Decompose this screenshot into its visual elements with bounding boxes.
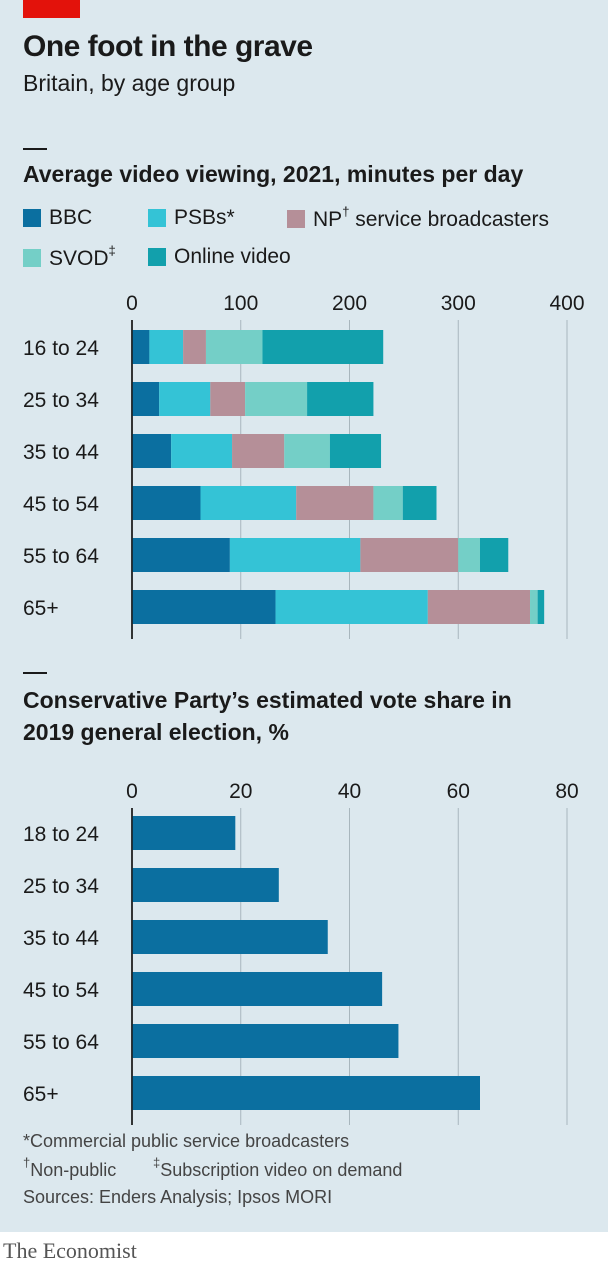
legend-item-online: Online video	[148, 245, 291, 269]
x-tick-label: 60	[447, 780, 470, 803]
y-category-label: 18 to 24	[23, 823, 99, 846]
x-tick-label: 100	[223, 292, 258, 315]
bar-segment	[159, 382, 211, 416]
x-tick-label: 80	[555, 780, 578, 803]
bar-segment	[205, 330, 263, 364]
y-category-label: 45 to 54	[23, 493, 99, 516]
bar-segment	[171, 434, 233, 468]
economist-logo: The Economist	[3, 1238, 137, 1263]
legend-swatch-psbs	[148, 209, 166, 227]
bar-segment	[232, 434, 285, 468]
footnote-non-public: †Non-public	[23, 1155, 117, 1180]
viewing-chart-title: Average video viewing, 2021, minutes per…	[23, 161, 524, 187]
legend-label-np: NP† service broadcasters	[313, 204, 550, 231]
bar	[132, 1024, 399, 1058]
bar-segment	[458, 538, 480, 572]
bar-segment	[183, 330, 206, 364]
bar-segment	[149, 330, 184, 364]
y-category-label: 25 to 34	[23, 875, 99, 898]
legend-swatch-bbc	[23, 209, 41, 227]
y-category-label: 65+	[23, 597, 59, 620]
bar-segment	[132, 538, 230, 572]
y-category-label: 45 to 54	[23, 979, 99, 1002]
bar	[132, 1076, 480, 1110]
bar-segment	[210, 382, 246, 416]
legend-label-online: Online video	[174, 245, 291, 268]
chart-main-title: One foot in the grave	[23, 30, 313, 63]
chart-subtitle: Britain, by age group	[23, 70, 236, 96]
bar-segment	[296, 486, 374, 520]
y-category-label: 55 to 64	[23, 1031, 99, 1054]
bar-segment	[132, 330, 150, 364]
bar	[132, 920, 328, 954]
bar	[132, 868, 279, 902]
legend-label-bbc: BBC	[49, 206, 93, 229]
x-tick-label: 0	[126, 780, 138, 803]
y-category-label: 25 to 34	[23, 389, 99, 412]
bar	[132, 972, 383, 1006]
y-category-label: 16 to 24	[23, 337, 99, 360]
bar-segment	[200, 486, 297, 520]
x-tick-label: 0	[126, 292, 138, 315]
y-category-label: 65+	[23, 1083, 59, 1106]
bar-segment	[275, 590, 428, 624]
footnote-psbs: *Commercial public service broadcasters	[23, 1131, 350, 1151]
vote-share-chart: 0 20 40 60 80 18 to 24 25 to 34 35 to 44 45 to 5…	[23, 780, 579, 1125]
legend-item-psbs: PSBs*	[148, 206, 235, 230]
bar-segment	[284, 434, 330, 468]
bar	[132, 816, 236, 850]
legend-label-svod: SVOD‡	[49, 243, 116, 270]
vote-share-chart-title: Conservative Party’s estimated vote shar…	[23, 687, 512, 745]
legend-swatch-np	[287, 210, 305, 228]
bar-segment	[245, 382, 308, 416]
bar-segment	[373, 486, 403, 520]
bar-segment	[307, 382, 374, 416]
bar-segment	[329, 434, 382, 468]
bar-segment	[360, 538, 459, 572]
legend-swatch-online	[148, 248, 166, 266]
bar-segment	[402, 486, 437, 520]
bar-segment	[132, 382, 160, 416]
bar-segment	[132, 590, 276, 624]
brand-red-tag	[23, 0, 80, 18]
legend-swatch-svod	[23, 249, 41, 267]
bar-segment	[480, 538, 509, 572]
section-rule	[23, 148, 47, 150]
x-tick-label: 200	[332, 292, 367, 315]
x-tick-label: 20	[229, 780, 252, 803]
footnote-svod: ‡Subscription video on demand	[153, 1155, 403, 1180]
x-tick-label: 400	[549, 292, 584, 315]
legend-item-svod: SVOD‡	[23, 243, 116, 271]
bar-segment	[262, 330, 384, 364]
y-category-label: 55 to 64	[23, 545, 99, 568]
bar-segment	[132, 486, 201, 520]
bar-segment	[537, 590, 545, 624]
y-category-label: 35 to 44	[23, 927, 99, 950]
sources: Sources: Enders Analysis; Ipsos MORI	[23, 1187, 333, 1207]
legend-label-psbs: PSBs*	[174, 206, 235, 229]
legend-item-np: NP† service broadcasters	[287, 204, 550, 232]
bar-segment	[132, 434, 172, 468]
x-tick-label: 40	[338, 780, 361, 803]
viewing-chart: 0 100 200 300 400 16 to 24 25 to 34 35 to 44 45 …	[23, 292, 585, 639]
legend-item-bbc: BBC	[23, 206, 92, 230]
y-category-label: 35 to 44	[23, 441, 99, 464]
section-rule	[23, 672, 47, 674]
x-tick-label: 300	[441, 292, 476, 315]
bar-segment	[530, 590, 538, 624]
bar-segment	[229, 538, 361, 572]
bar-segment	[427, 590, 531, 624]
